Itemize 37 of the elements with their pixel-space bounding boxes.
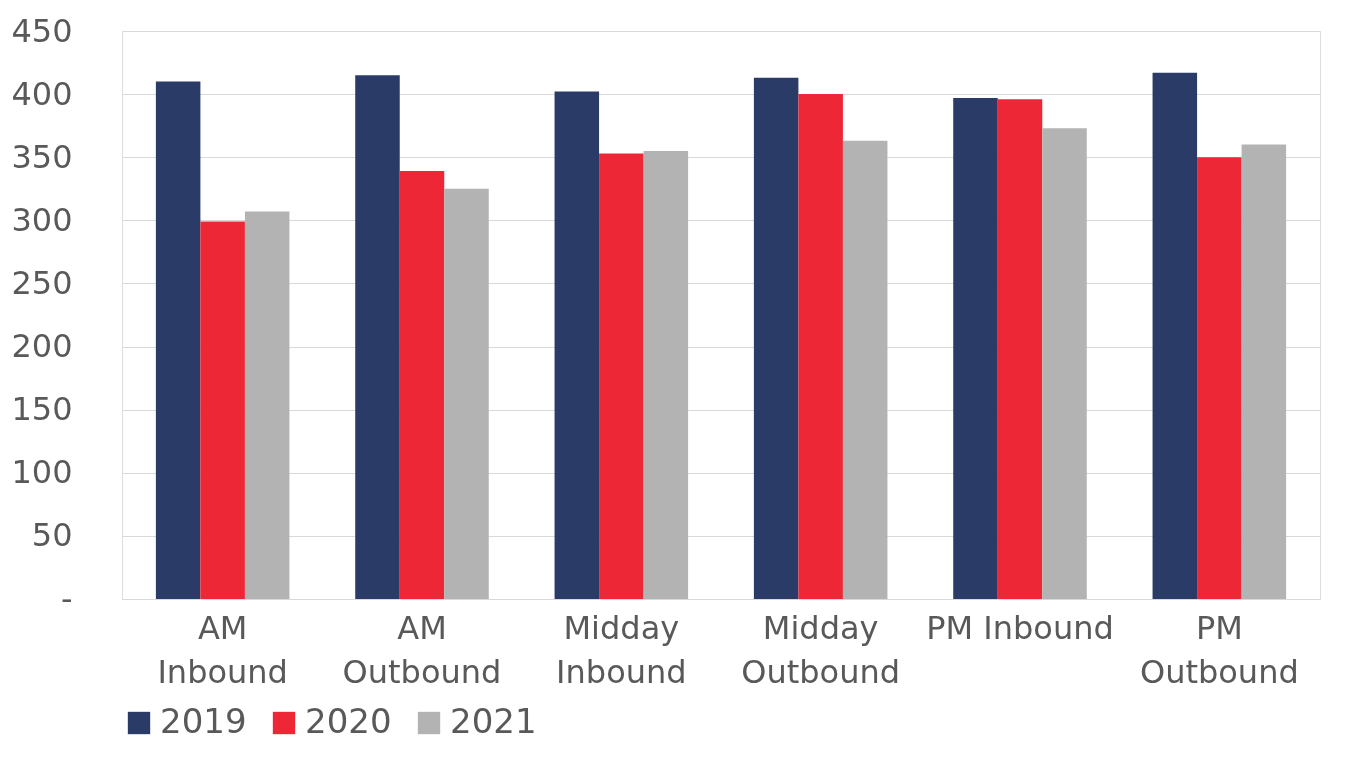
bar xyxy=(953,97,998,599)
legend-label: 2021 xyxy=(450,701,537,741)
x-tick-label: PM Outbound xyxy=(1139,608,1299,691)
x-tick-label: Midday Inbound xyxy=(556,608,687,691)
bar xyxy=(1197,157,1242,599)
y-tick-label: - xyxy=(60,579,73,618)
bar xyxy=(753,77,799,599)
bar xyxy=(554,91,600,599)
bar xyxy=(399,171,445,599)
y-tick-label: 200 xyxy=(11,327,73,366)
bar xyxy=(643,150,689,599)
legend-label: 2020 xyxy=(305,701,392,741)
y-tick-label: 450 xyxy=(11,11,73,50)
bar xyxy=(842,140,888,599)
y-tick-label: 150 xyxy=(11,390,73,429)
bar xyxy=(997,99,1043,599)
bar xyxy=(599,153,644,599)
y-tick-label: 250 xyxy=(11,263,73,302)
x-tick-label: AM Outbound xyxy=(342,608,502,691)
bar xyxy=(444,188,489,599)
x-tick-label: PM Inbound xyxy=(926,608,1114,647)
bar xyxy=(1152,72,1198,599)
bar xyxy=(244,211,290,599)
x-tick-label: Midday Outbound xyxy=(741,608,901,691)
bar xyxy=(1241,144,1287,599)
y-tick-label: 300 xyxy=(11,200,73,239)
legend-label: 2019 xyxy=(160,701,247,741)
bar xyxy=(355,75,400,599)
bar xyxy=(155,81,201,599)
bar xyxy=(1042,128,1087,599)
y-tick-label: 350 xyxy=(11,137,73,176)
bar xyxy=(200,221,245,599)
bar xyxy=(798,94,843,599)
y-tick-label: 50 xyxy=(31,516,73,555)
y-tick-label: 100 xyxy=(11,453,73,492)
x-tick-label: AM Inbound xyxy=(157,608,288,691)
y-tick-label: 400 xyxy=(11,74,73,113)
